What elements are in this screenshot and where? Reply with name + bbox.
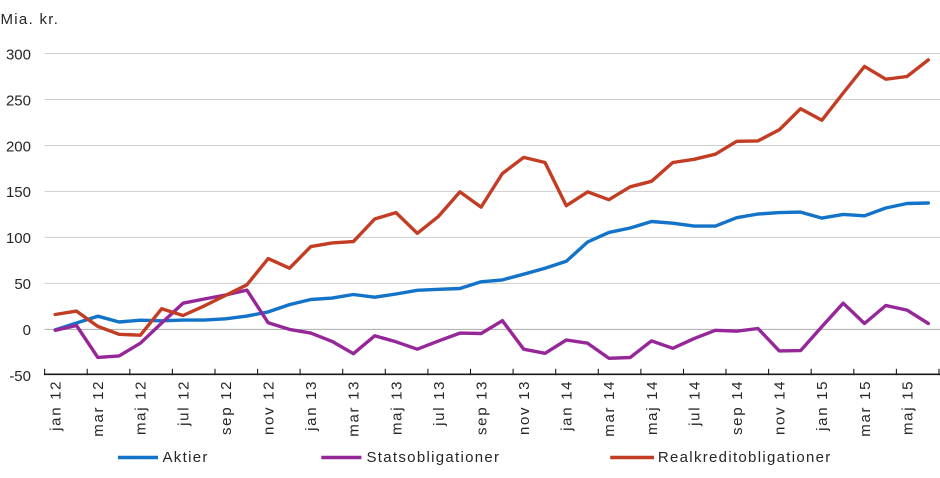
- svg-text:jan 14: jan 14: [559, 380, 576, 432]
- svg-text:mar 15: mar 15: [857, 380, 874, 437]
- svg-text:50: 50: [14, 276, 31, 293]
- svg-text:Statsobligationer: Statsobligationer: [367, 449, 501, 466]
- svg-text:sep 12: sep 12: [218, 380, 235, 435]
- svg-text:jan 13: jan 13: [303, 380, 320, 432]
- svg-text:Realkreditobligationer: Realkreditobligationer: [658, 449, 832, 466]
- svg-text:-50: -50: [9, 368, 31, 385]
- svg-text:jan 15: jan 15: [814, 380, 831, 432]
- svg-text:300: 300: [6, 46, 31, 63]
- svg-text:0: 0: [23, 322, 31, 339]
- svg-text:jul 12: jul 12: [175, 380, 192, 427]
- svg-text:mar 14: mar 14: [601, 380, 618, 437]
- svg-text:250: 250: [6, 92, 31, 109]
- svg-text:jul 14: jul 14: [686, 380, 703, 427]
- svg-text:maj 12: maj 12: [133, 380, 150, 435]
- svg-text:mar 13: mar 13: [346, 380, 363, 437]
- svg-text:maj 14: maj 14: [644, 380, 661, 435]
- svg-text:Mia. kr.: Mia. kr.: [1, 11, 60, 28]
- svg-text:100: 100: [6, 230, 31, 247]
- svg-text:200: 200: [6, 138, 31, 155]
- svg-text:nov 14: nov 14: [772, 380, 789, 435]
- svg-text:150: 150: [6, 184, 31, 201]
- svg-text:sep 13: sep 13: [473, 380, 490, 435]
- svg-text:sep 14: sep 14: [729, 380, 746, 435]
- svg-text:Aktier: Aktier: [163, 449, 209, 466]
- svg-text:maj 13: maj 13: [388, 380, 405, 435]
- svg-text:jan 12: jan 12: [48, 380, 65, 432]
- svg-text:nov 12: nov 12: [261, 380, 278, 435]
- svg-text:mar 12: mar 12: [90, 380, 107, 437]
- svg-text:nov 13: nov 13: [516, 380, 533, 435]
- svg-text:jul 13: jul 13: [431, 380, 448, 427]
- svg-text:maj 15: maj 15: [899, 380, 916, 435]
